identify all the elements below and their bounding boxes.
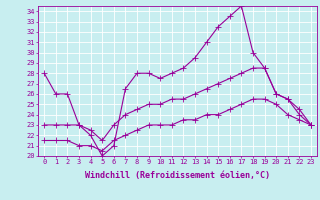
X-axis label: Windchill (Refroidissement éolien,°C): Windchill (Refroidissement éolien,°C) xyxy=(85,171,270,180)
